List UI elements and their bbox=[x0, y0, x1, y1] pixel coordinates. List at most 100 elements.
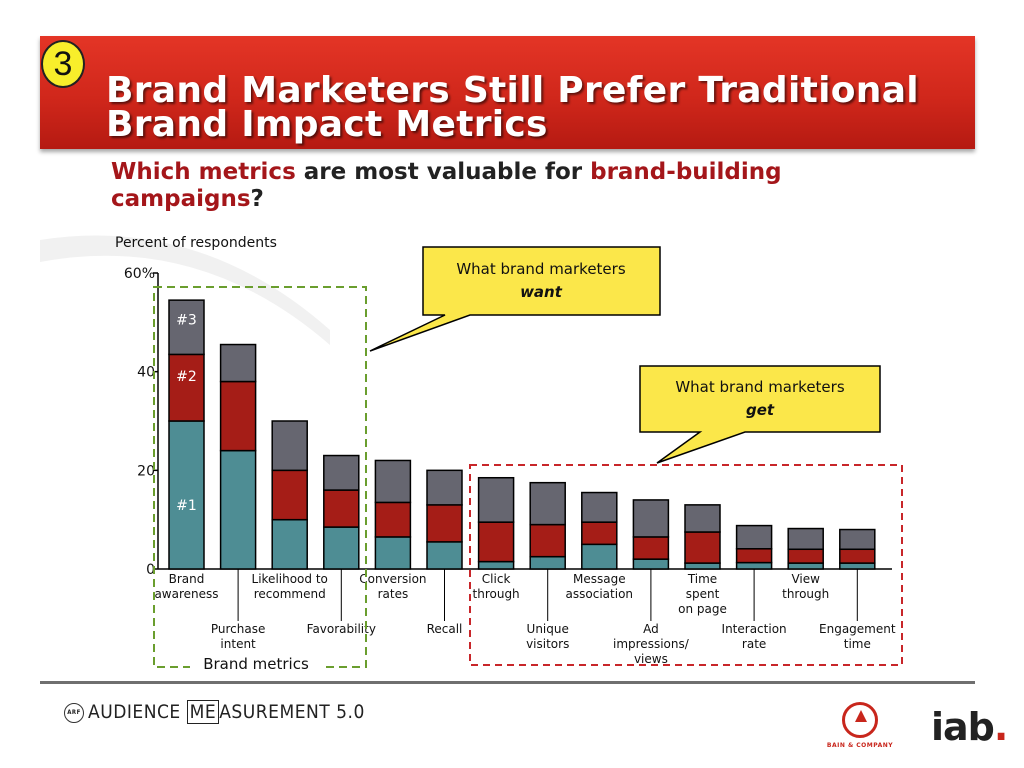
bar-segment-rank1 bbox=[684, 562, 721, 570]
logo-text-me: ME bbox=[186, 700, 220, 724]
bar-segment-rank2 bbox=[581, 521, 618, 546]
bar-segment-rank3 bbox=[374, 459, 412, 504]
callout-get-bubble bbox=[639, 365, 881, 464]
y-tick-label: 0 bbox=[146, 562, 155, 578]
bar-segment-rank3 bbox=[839, 528, 876, 551]
slide-title: Brand Marketers Still Prefer Traditional… bbox=[106, 73, 919, 145]
bar-segment-rank1 bbox=[323, 526, 360, 570]
category-label: Brand bbox=[169, 572, 205, 586]
bain-mark-icon bbox=[842, 702, 878, 738]
bar-segment-rank3 bbox=[787, 527, 824, 551]
slide-number-badge: 3 bbox=[41, 40, 85, 88]
bain-logo: BAIN & COMPANY bbox=[812, 702, 908, 749]
bar-segment-rank1 bbox=[426, 541, 463, 570]
category-label: Purchase bbox=[211, 622, 266, 636]
bar-segment-rank3 bbox=[632, 499, 670, 538]
bar-segment-rank3 bbox=[168, 299, 205, 356]
bar-segment-rank1 bbox=[581, 543, 618, 570]
iab-logo-text: iab bbox=[931, 705, 995, 749]
bar-segment-rank3 bbox=[735, 524, 773, 550]
bar-segment-rank1 bbox=[271, 518, 308, 570]
category-label: recommend bbox=[254, 587, 326, 601]
category-label: rates bbox=[378, 587, 409, 601]
question-text-2: ? bbox=[250, 186, 264, 212]
bar-segment-rank1 bbox=[632, 558, 670, 570]
bar-segment-rank2 bbox=[632, 536, 670, 560]
category-label: through bbox=[473, 587, 520, 601]
category-label: spent bbox=[686, 587, 720, 601]
bar-segment-rank2 bbox=[323, 489, 360, 528]
bar-segment-rank3 bbox=[271, 420, 308, 472]
bar-segment-rank3 bbox=[529, 481, 566, 526]
title-line-1: Brand Marketers Still Prefer Traditional bbox=[106, 70, 919, 111]
bar-segment-rank2 bbox=[477, 521, 515, 563]
what-marketers-get-box bbox=[469, 464, 903, 666]
bain-logo-text: BAIN & COMPANY bbox=[826, 742, 894, 749]
category-label: Time bbox=[687, 572, 717, 586]
bar-segment-rank2 bbox=[735, 548, 773, 564]
category-label: Ad bbox=[643, 622, 659, 636]
callout-want-line2: want bbox=[520, 283, 563, 301]
title-line-2: Brand Impact Metrics bbox=[106, 104, 548, 145]
category-label: association bbox=[566, 587, 633, 601]
audience-measurement-logo: ARF AUDIENCE ME ASUREMENT 5.0 bbox=[64, 700, 365, 724]
y-tick-label: 20 bbox=[137, 463, 155, 479]
category-label: Favorability bbox=[307, 622, 376, 636]
iab-logo-dot: . bbox=[993, 705, 1008, 749]
question-subtitle: Which metrics are most valuable for bran… bbox=[111, 159, 871, 213]
bar-segment-rank2 bbox=[529, 523, 566, 558]
bar-segment-rank1 bbox=[219, 449, 257, 570]
category-label: Likelihood to bbox=[252, 572, 328, 586]
bar-segment-rank1 bbox=[374, 536, 412, 570]
bar-segment-rank1 bbox=[839, 562, 876, 570]
bar-segment-rank2 bbox=[426, 504, 463, 543]
series-label: #3 bbox=[176, 313, 197, 329]
category-label: Engagement bbox=[819, 622, 896, 636]
category-label: through bbox=[782, 587, 829, 601]
title-banner bbox=[40, 36, 975, 149]
bar-segment-rank2 bbox=[374, 501, 412, 538]
bar-segment-rank3 bbox=[581, 491, 618, 523]
category-label: Unique bbox=[527, 622, 569, 636]
callout-want-bubble bbox=[369, 246, 661, 352]
brand-metrics-label-bg bbox=[190, 654, 322, 674]
series-label: #2 bbox=[176, 369, 197, 385]
callout-get-line1: What brand marketers bbox=[675, 378, 844, 396]
brand-metrics-label: Brand metrics bbox=[203, 655, 309, 673]
category-label: visitors bbox=[526, 637, 569, 651]
bar-segment-rank2 bbox=[219, 380, 257, 452]
bar-segment-rank3 bbox=[426, 469, 463, 506]
footer-divider bbox=[40, 681, 975, 684]
category-label: impressions/ bbox=[613, 637, 690, 651]
y-axis-title: Percent of respondents bbox=[115, 235, 277, 251]
category-label: time bbox=[844, 637, 871, 651]
bar-segment-rank1 bbox=[529, 555, 566, 570]
iab-logo: iab. bbox=[931, 705, 1008, 749]
y-tick-label: 60% bbox=[124, 266, 155, 282]
bar-segment-rank2 bbox=[168, 353, 205, 422]
category-label: Interaction bbox=[722, 622, 787, 636]
bar-segment-rank1 bbox=[735, 561, 773, 570]
y-tick-label: 40 bbox=[137, 365, 155, 381]
arf-icon: ARF bbox=[64, 702, 84, 723]
bar-segment-rank3 bbox=[323, 454, 360, 491]
category-label: views bbox=[634, 652, 668, 666]
category-label: Click bbox=[482, 572, 511, 586]
question-text-1: are most valuable for bbox=[295, 159, 591, 185]
bar-segment-rank2 bbox=[839, 548, 876, 564]
category-label: View bbox=[791, 572, 820, 586]
bar-segment-rank3 bbox=[219, 343, 257, 383]
logo-text-1: AUDIENCE bbox=[88, 701, 187, 723]
bar-segment-rank1 bbox=[787, 562, 824, 570]
brand-metrics-box bbox=[153, 286, 367, 668]
bar-segment-rank1 bbox=[477, 560, 515, 570]
category-label: intent bbox=[220, 637, 256, 651]
category-label: Recall bbox=[427, 622, 463, 636]
bar-segment-rank2 bbox=[684, 531, 721, 564]
bar-segment-rank2 bbox=[787, 548, 824, 564]
question-highlight-1: Which metrics bbox=[111, 159, 296, 185]
bar-segment-rank2 bbox=[271, 469, 308, 521]
bar-segment-rank3 bbox=[684, 504, 721, 533]
